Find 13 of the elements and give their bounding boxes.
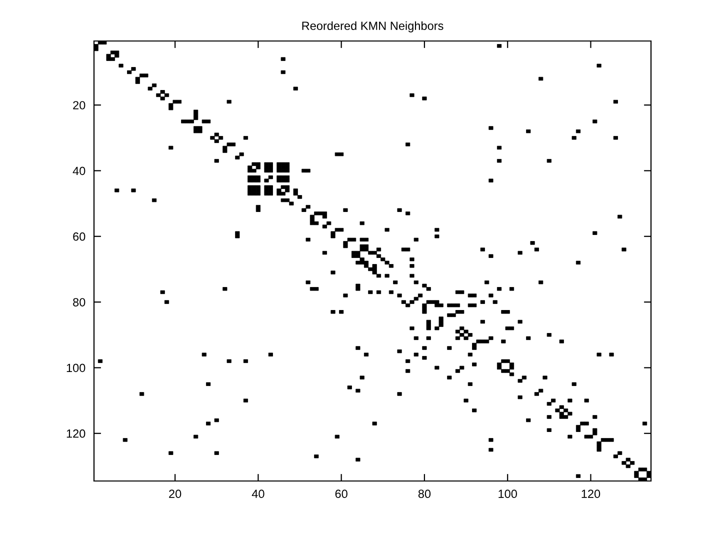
y-tick-label: 120 — [66, 429, 86, 438]
x-tick-label: 60 — [335, 490, 348, 498]
y-tick-label: 60 — [73, 232, 86, 241]
x-tick-label: 80 — [418, 490, 431, 498]
x-tick-label: 100 — [498, 490, 517, 498]
y-tick-label: 20 — [73, 101, 86, 110]
y-tick-label: 40 — [72, 166, 86, 176]
x-tick-label: 40 — [252, 490, 264, 498]
x-tick-label: 120 — [582, 490, 600, 498]
x-tick-label: 20 — [169, 490, 182, 498]
y-tick-label: 80 — [73, 298, 86, 306]
chart-title: Reordered KMN Neighbors — [302, 21, 444, 32]
y-tick-label: 100 — [66, 364, 86, 372]
